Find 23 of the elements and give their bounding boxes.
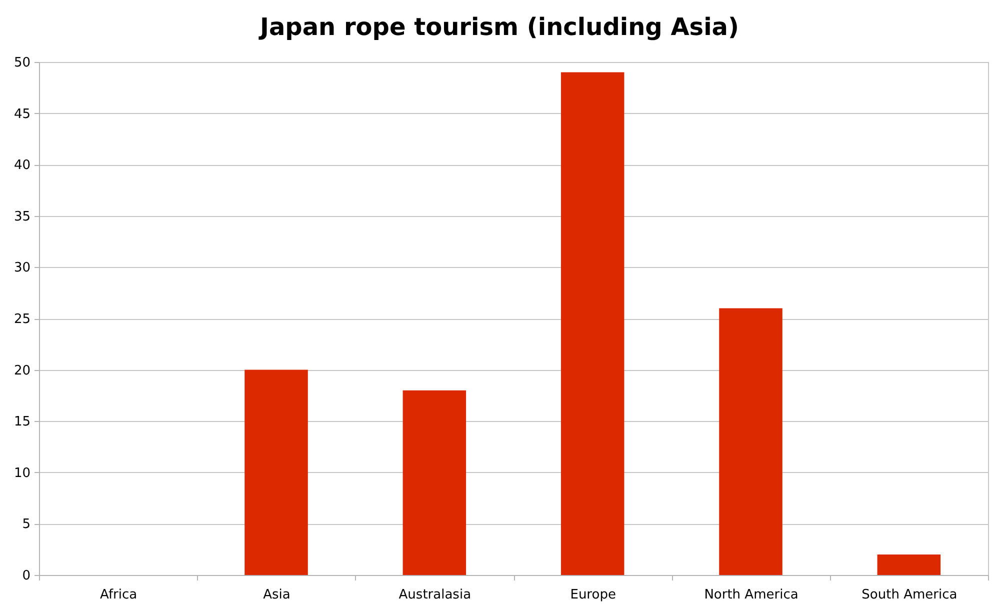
y-tick-label: 0 [22,568,30,584]
y-tick-label: 45 [14,106,30,122]
y-tick-label: 15 [14,414,30,430]
y-tick-label: 5 [22,517,30,532]
bar [244,370,308,575]
y-tick-label: 25 [14,312,30,327]
bar [560,72,624,575]
y-tick-label: 20 [14,363,30,378]
x-tick-label: North America [704,588,798,602]
y-tick-label: 30 [14,260,30,276]
y-tick-label: 10 [14,466,30,481]
chart-title: Japan rope tourism (including Asia) [258,13,739,41]
bar [402,390,466,575]
bar [877,554,941,575]
x-tick-label: Asia [263,588,290,602]
x-tick-label: South America [862,588,958,602]
y-tick-label: 50 [14,56,30,70]
bar [719,308,782,575]
x-tick-label: Australasia [398,588,472,602]
x-tick-label: Africa [100,588,138,602]
y-tick-label: 35 [14,209,30,224]
x-tick-label: Europe [570,588,616,602]
y-tick-label: 40 [14,158,30,174]
